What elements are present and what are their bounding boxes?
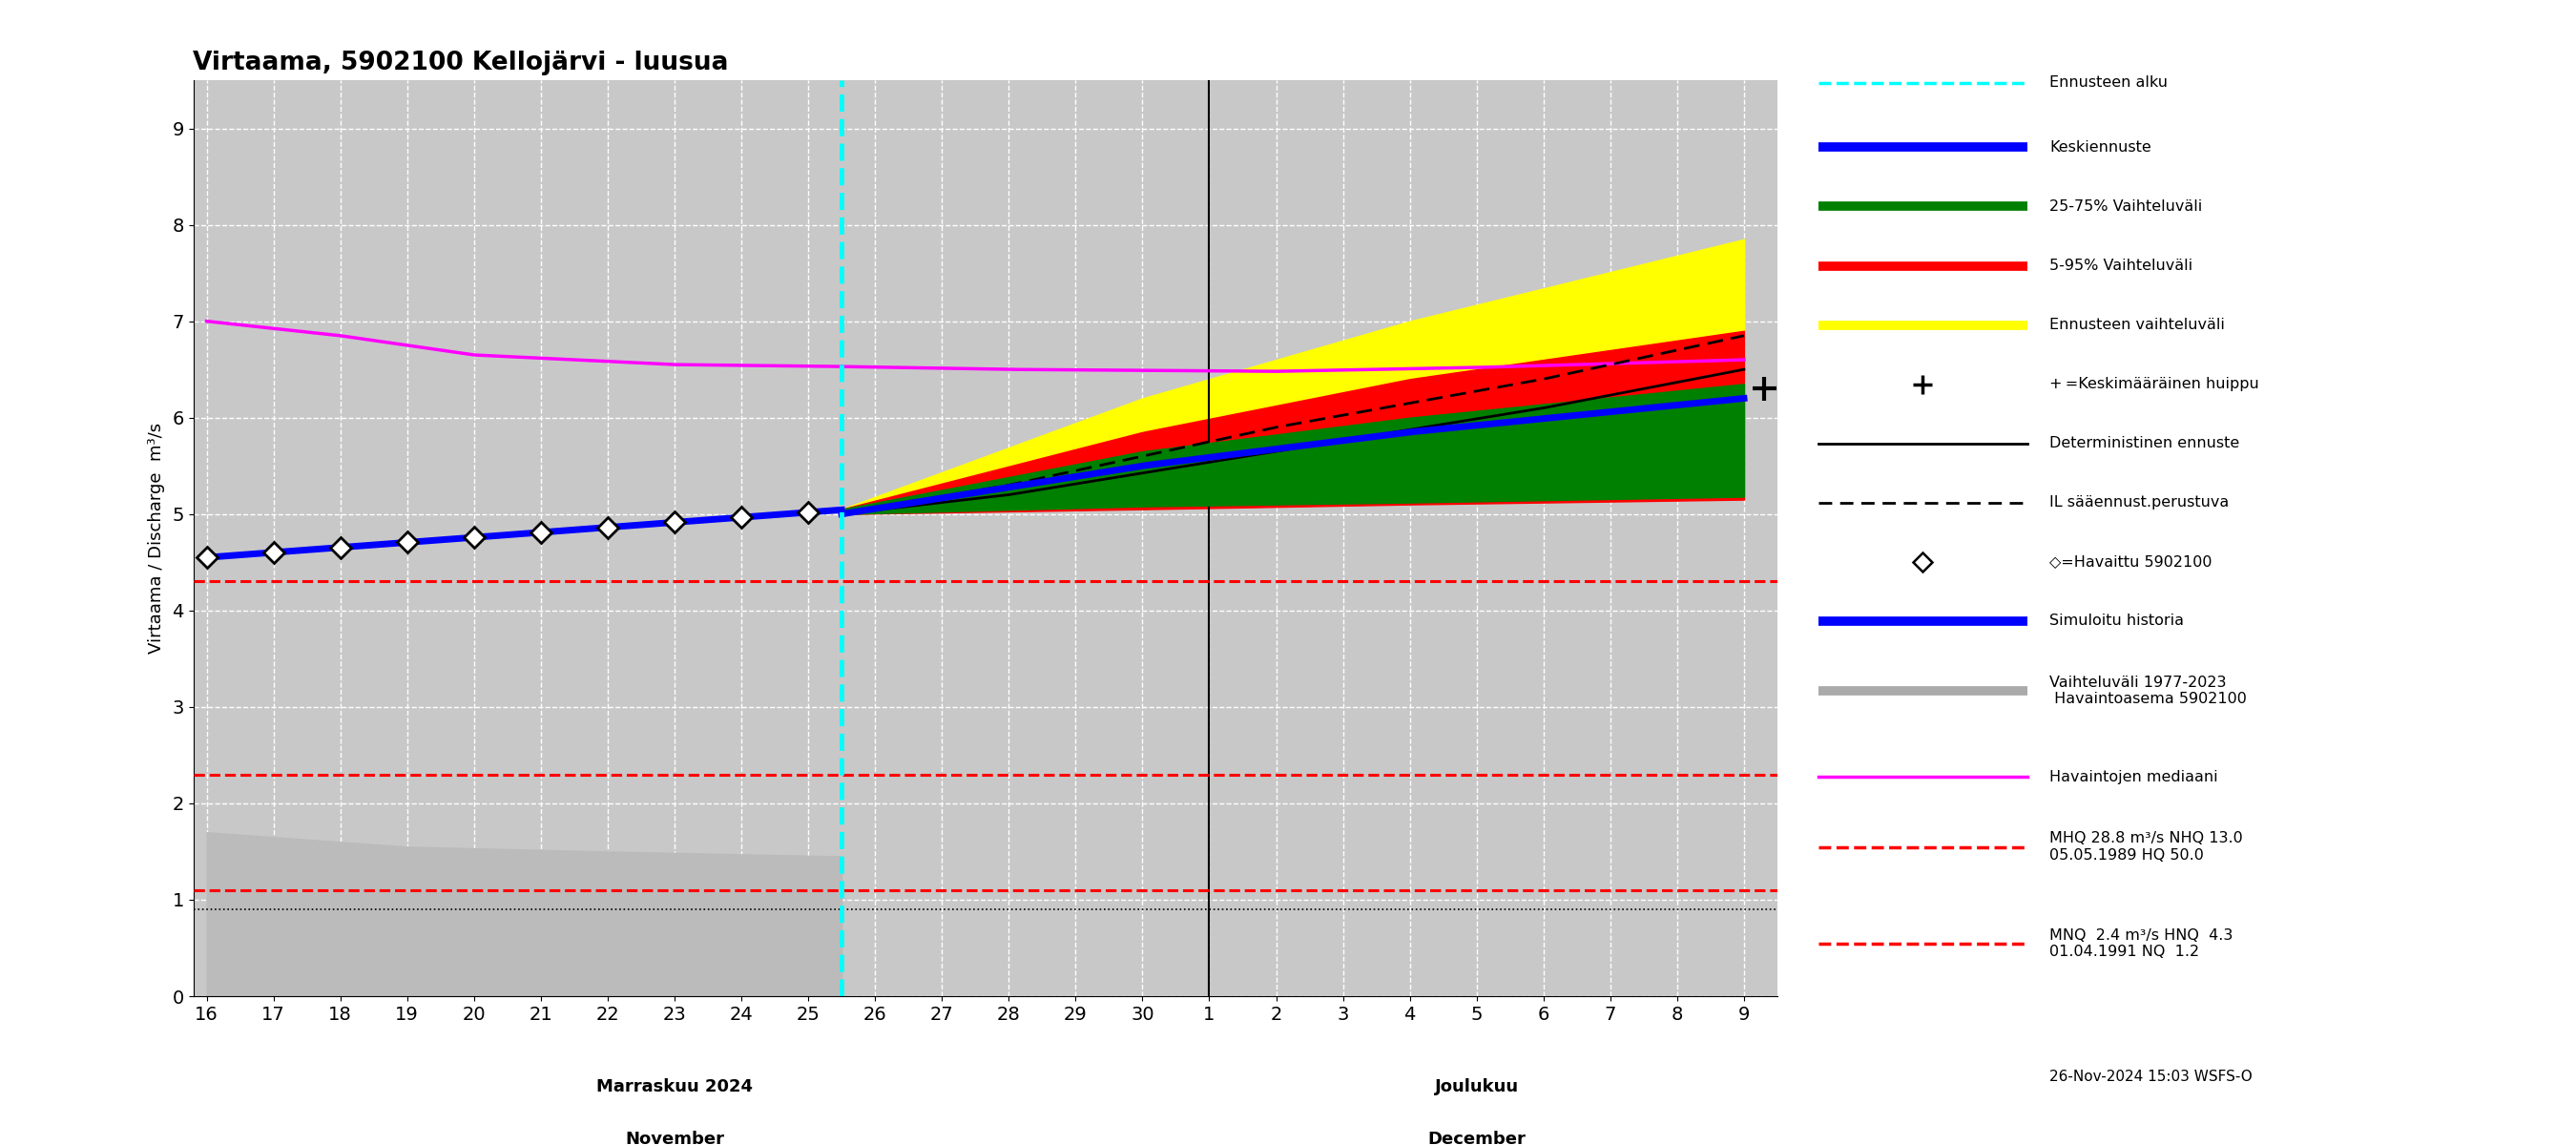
Text: Keskiennuste: Keskiennuste — [2050, 140, 2151, 155]
Text: 25-75% Vaihteluväli: 25-75% Vaihteluväli — [2050, 199, 2202, 214]
Text: MNQ  2.4 m³/s HNQ  4.3
01.04.1991 NQ  1.2: MNQ 2.4 m³/s HNQ 4.3 01.04.1991 NQ 1.2 — [2050, 929, 2233, 960]
Text: Joulukuu: Joulukuu — [1435, 1079, 1520, 1096]
Text: Ennusteen vaihteluväli: Ennusteen vaihteluväli — [2050, 318, 2226, 332]
Text: Havaintojen mediaani: Havaintojen mediaani — [2050, 769, 2218, 784]
Y-axis label: Virtaama / Discharge  m³/s: Virtaama / Discharge m³/s — [149, 423, 165, 654]
Text: Marraskuu 2024: Marraskuu 2024 — [595, 1079, 752, 1096]
Text: MHQ 28.8 m³/s NHQ 13.0
05.05.1989 HQ 50.0: MHQ 28.8 m³/s NHQ 13.0 05.05.1989 HQ 50.… — [2050, 831, 2244, 862]
Text: December: December — [1427, 1131, 1525, 1145]
Text: IL sääennust.perustuva: IL sääennust.perustuva — [2050, 496, 2228, 510]
Text: Virtaama, 5902100 Kellojärvi - luusua: Virtaama, 5902100 Kellojärvi - luusua — [193, 50, 729, 76]
Text: Ennusteen alku: Ennusteen alku — [2050, 76, 2169, 90]
Text: ◇=Havaittu 5902100: ◇=Havaittu 5902100 — [2050, 554, 2213, 569]
Text: Simuloitu historia: Simuloitu historia — [2050, 614, 2184, 629]
Text: Deterministinen ennuste: Deterministinen ennuste — [2050, 436, 2239, 450]
Text: 26-Nov-2024 15:03 WSFS-O: 26-Nov-2024 15:03 WSFS-O — [2050, 1069, 2251, 1083]
Text: 5-95% Vaihteluväli: 5-95% Vaihteluväli — [2050, 259, 2192, 273]
Text: November: November — [626, 1131, 724, 1145]
Text: Vaihteluväli 1977-2023
 Havaintoasema 5902100: Vaihteluväli 1977-2023 Havaintoasema 590… — [2050, 676, 2246, 706]
Text: + =Keskimääräinen huippu: + =Keskimääräinen huippu — [2050, 377, 2259, 392]
